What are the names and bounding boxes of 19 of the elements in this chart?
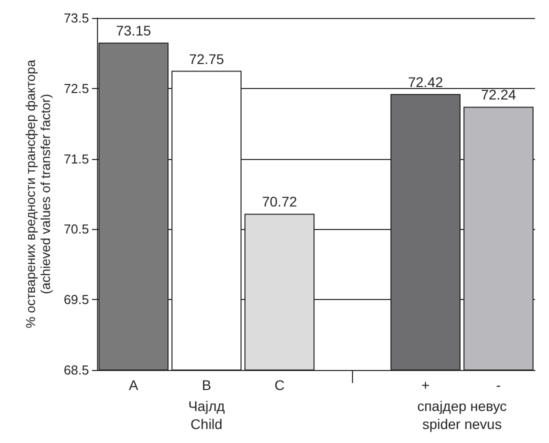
y-axis-title: % остварених вредности трансфер фактора (achieved values of transfer factor) <box>22 59 53 328</box>
x-tick-label: - <box>496 377 502 393</box>
x-tick-label: C <box>274 377 285 393</box>
y-tick-label: 69.5 <box>64 292 89 308</box>
data-label: 72.24 <box>480 86 516 103</box>
y-tick-label: 70.5 <box>64 222 89 237</box>
x-tick-label: A <box>128 377 139 393</box>
x-tick-label: + <box>421 377 430 393</box>
text: спајдер невус spider nevus <box>417 398 507 432</box>
data-label: 72.75 <box>188 50 224 67</box>
text: Чајлд Child <box>188 398 225 432</box>
y-tick-label: 71.5 <box>64 151 89 166</box>
x-tick-label: B <box>202 377 212 393</box>
y-tick-label: 73.5 <box>64 10 89 26</box>
data-label: 73.15 <box>116 22 152 39</box>
data-label: 70.72 <box>262 194 298 210</box>
y-tick-label: 68.5 <box>64 362 89 378</box>
y-tick-label: 72.5 <box>64 80 89 96</box>
data-label: 72.42 <box>408 74 444 90</box>
